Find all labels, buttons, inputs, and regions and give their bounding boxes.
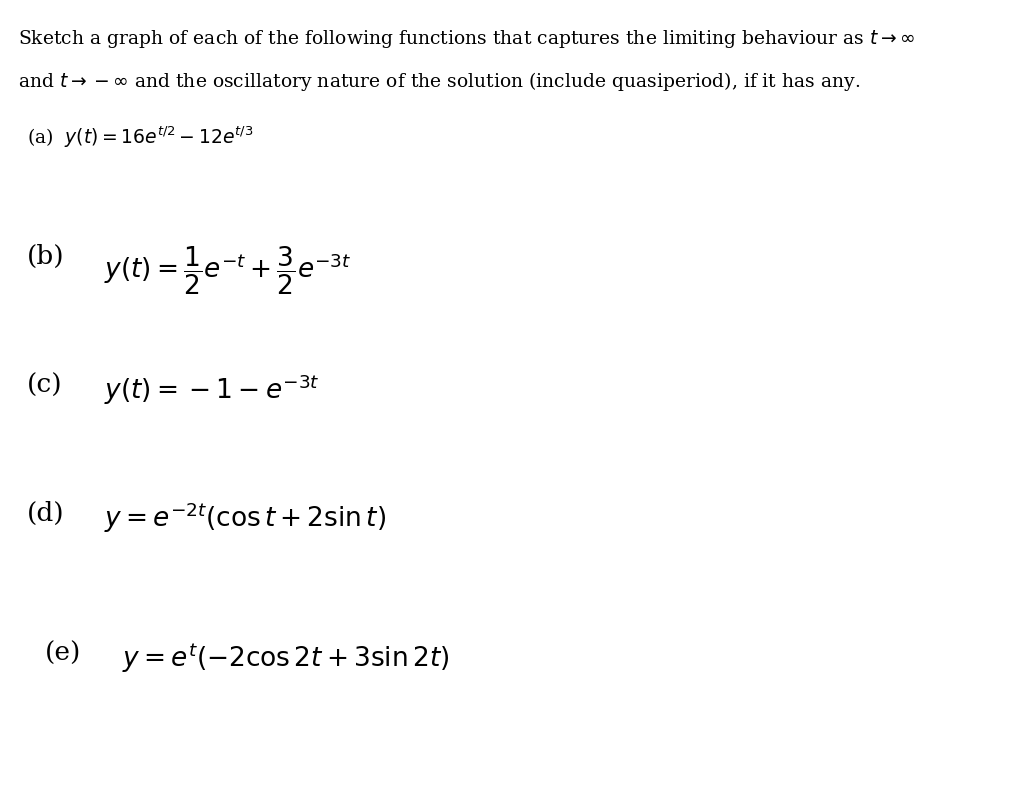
- Text: (a)  $y(t) = 16e^{t/2} - 12e^{t/3}$: (a) $y(t) = 16e^{t/2} - 12e^{t/3}$: [27, 124, 253, 150]
- Text: $y(t) = \dfrac{1}{2}e^{-t} + \dfrac{3}{2}e^{-3t}$: $y(t) = \dfrac{1}{2}e^{-t} + \dfrac{3}{2…: [104, 244, 351, 296]
- Text: and $t \to -\infty$ and the oscillatory nature of the solution (include quasiper: and $t \to -\infty$ and the oscillatory …: [18, 70, 860, 93]
- Text: (d): (d): [27, 501, 65, 525]
- Text: (c): (c): [27, 372, 62, 397]
- Text: $y = e^{-2t}(\cos t + 2\sin t)$: $y = e^{-2t}(\cos t + 2\sin t)$: [104, 501, 386, 535]
- Text: Sketch a graph of each of the following functions that captures the limiting beh: Sketch a graph of each of the following …: [18, 28, 915, 50]
- Text: (b): (b): [27, 244, 65, 269]
- Text: (e): (e): [45, 641, 82, 666]
- Text: $y = e^{t}(-2\cos 2t + 3\sin 2t)$: $y = e^{t}(-2\cos 2t + 3\sin 2t)$: [122, 641, 450, 674]
- Text: $y(t) = -1 - e^{-3t}$: $y(t) = -1 - e^{-3t}$: [104, 372, 319, 407]
